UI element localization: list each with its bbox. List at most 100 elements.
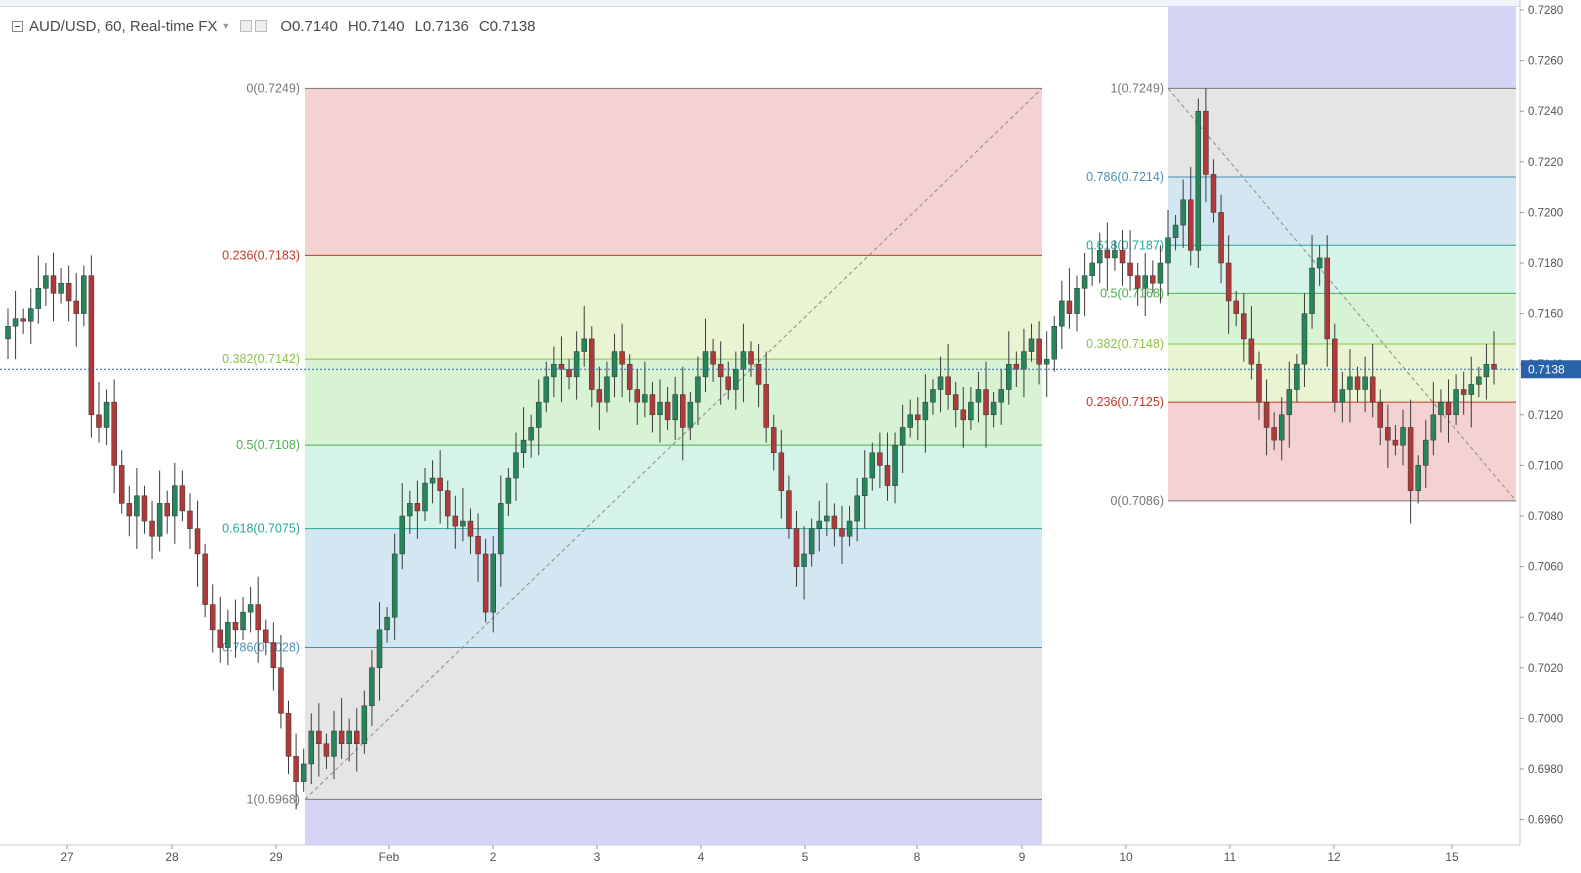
time-tick-label: 15 xyxy=(1445,850,1459,864)
candle-body xyxy=(1339,389,1346,403)
candle-body xyxy=(687,401,694,428)
candle-body xyxy=(1362,376,1368,390)
candle-body xyxy=(581,338,587,352)
candle-body xyxy=(983,389,989,416)
candle-body xyxy=(733,369,739,390)
candle-body xyxy=(316,730,322,744)
candle-body xyxy=(695,376,701,403)
candle-body xyxy=(338,730,345,744)
candle-body xyxy=(1195,110,1202,251)
candle-body xyxy=(270,642,277,669)
candle-body xyxy=(1468,384,1475,395)
fib1-level-label: 0.382(0.7142) xyxy=(222,352,300,366)
candle-body xyxy=(285,713,292,757)
candle-body xyxy=(816,520,822,529)
price-tick-label: 0.7160 xyxy=(1528,309,1563,321)
candle-body xyxy=(111,401,117,466)
candle-body xyxy=(680,394,686,428)
candle-body xyxy=(27,308,34,322)
candle-body xyxy=(217,629,224,648)
candle-body xyxy=(73,300,79,314)
candle-body xyxy=(634,389,641,403)
candle-body xyxy=(1089,262,1095,276)
fib1-zone xyxy=(305,799,1042,845)
candle-body xyxy=(1157,262,1164,284)
candle-body xyxy=(1172,224,1179,238)
candle-body xyxy=(1347,376,1353,390)
caret-down-icon[interactable]: ▼ xyxy=(221,21,231,31)
candle-body xyxy=(1453,389,1459,416)
candle-body xyxy=(717,363,724,378)
candle-body xyxy=(664,401,671,421)
candle-body xyxy=(179,485,186,512)
fib2-level-label: 0.618(0.7187) xyxy=(1086,238,1164,252)
symbol-title[interactable]: AUD/USD, 60, Real-time FX xyxy=(29,17,218,35)
candle-body xyxy=(1203,110,1209,175)
candle-body xyxy=(626,363,633,390)
candle-body xyxy=(187,510,193,529)
gear-icon[interactable] xyxy=(255,20,268,32)
candle-body xyxy=(414,503,421,512)
candle-body xyxy=(952,394,959,410)
high-value: H0.7140 xyxy=(347,17,405,35)
fib1-trend-line xyxy=(304,88,1043,800)
candle-body xyxy=(1423,439,1429,466)
candle-body xyxy=(892,444,898,486)
candle-body xyxy=(1491,363,1497,370)
candle-body xyxy=(1415,465,1421,491)
candle-body xyxy=(1301,313,1308,365)
time-tick-label: 3 xyxy=(594,850,601,864)
current-price-label: 0.7138 xyxy=(1528,362,1565,376)
candle-body xyxy=(513,452,519,479)
candle-body xyxy=(755,363,762,385)
candle-body xyxy=(103,401,110,428)
fib2-zone xyxy=(1168,176,1516,246)
candle-body xyxy=(209,604,216,631)
candle-body xyxy=(786,490,792,529)
candle-body xyxy=(937,376,944,390)
candle-body xyxy=(922,401,929,421)
candle-body xyxy=(1187,199,1194,251)
candle-body xyxy=(1013,363,1020,370)
candle-body xyxy=(915,414,921,421)
candle-body xyxy=(945,376,951,395)
candle-body xyxy=(877,452,883,466)
candle-body xyxy=(407,503,413,517)
candle-body xyxy=(619,351,625,365)
candle-body xyxy=(869,452,876,479)
candle-body xyxy=(596,389,603,403)
candle-body xyxy=(460,520,466,527)
symbol-legend[interactable]: AUD/USD, 60, Real-time FX ▼ O0.7140 H0.7… xyxy=(8,14,540,38)
price-tick-label: 0.7240 xyxy=(1528,106,1563,118)
price-tick-label: 0.7080 xyxy=(1528,511,1563,523)
candle-body xyxy=(331,730,337,757)
candle-body xyxy=(81,275,87,314)
eye-icon[interactable] xyxy=(240,20,253,32)
candle-body xyxy=(1225,262,1232,302)
candle-body xyxy=(308,730,315,765)
candle-body xyxy=(702,351,709,378)
candle-body xyxy=(156,503,163,537)
candle-body xyxy=(202,553,208,605)
candle-body xyxy=(43,275,49,289)
fib2-level-label: 0.236(0.7125) xyxy=(1086,395,1164,409)
candle-body xyxy=(1119,250,1126,264)
candle-body xyxy=(778,452,785,491)
fib1-zone xyxy=(305,255,1042,360)
time-tick-label: 28 xyxy=(165,850,179,864)
price-tick-label: 0.7260 xyxy=(1528,56,1563,68)
candle-body xyxy=(346,730,352,744)
candle-body xyxy=(35,288,42,309)
candle-body xyxy=(551,363,557,378)
collapse-icon[interactable] xyxy=(12,20,23,32)
candle-body xyxy=(300,763,307,782)
candle-body xyxy=(255,604,261,631)
price-tick-label: 0.7200 xyxy=(1528,207,1563,219)
candle-body xyxy=(763,384,769,428)
candle-body xyxy=(1097,250,1103,264)
current-price-badge xyxy=(1521,360,1581,379)
candle-body xyxy=(172,485,178,517)
time-tick-label: Feb xyxy=(379,850,400,864)
